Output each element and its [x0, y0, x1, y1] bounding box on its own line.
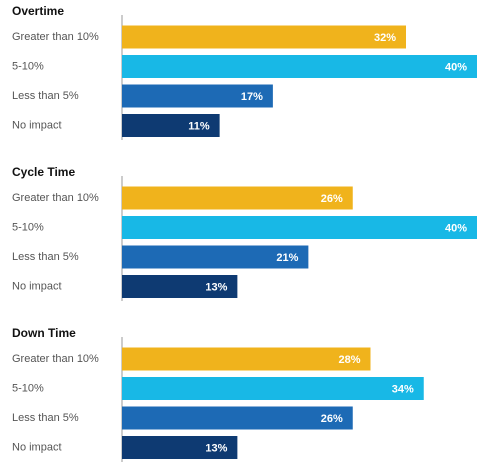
category-label: No impact [12, 441, 62, 453]
value-label: 11% [188, 120, 210, 132]
bar [122, 186, 353, 210]
bar [122, 245, 309, 269]
value-label: 13% [205, 281, 227, 293]
value-label: 26% [321, 413, 343, 425]
category-label: Greater than 10% [12, 192, 99, 204]
value-label: 40% [445, 61, 467, 73]
category-label: 5-10% [12, 221, 44, 233]
category-label: Greater than 10% [12, 31, 99, 43]
value-label: 17% [241, 91, 263, 103]
chart-title: Down Time [12, 326, 76, 340]
value-label: 32% [374, 32, 396, 44]
value-label: 34% [392, 383, 414, 395]
category-label: 5-10% [12, 60, 44, 72]
category-label: Less than 5% [12, 412, 79, 424]
value-label: 28% [338, 354, 360, 366]
value-label: 13% [205, 442, 227, 454]
value-label: 26% [321, 193, 343, 205]
chart-title: Overtime [12, 4, 64, 18]
chart-title: Cycle Time [12, 165, 75, 179]
category-label: 5-10% [12, 382, 44, 394]
bar [122, 436, 238, 459]
category-label: Greater than 10% [12, 353, 99, 365]
bar [122, 275, 238, 298]
category-label: No impact [12, 280, 62, 292]
category-label: No impact [12, 119, 62, 131]
bar [122, 25, 406, 49]
category-label: Less than 5% [12, 251, 79, 263]
category-label: Less than 5% [12, 90, 79, 102]
bar [122, 84, 273, 108]
bar [122, 216, 477, 239]
bar [122, 406, 353, 430]
bar [122, 55, 477, 78]
value-label: 21% [276, 252, 298, 264]
bar [122, 347, 371, 371]
value-label: 40% [445, 222, 467, 234]
bar [122, 114, 220, 137]
bar [122, 377, 424, 400]
